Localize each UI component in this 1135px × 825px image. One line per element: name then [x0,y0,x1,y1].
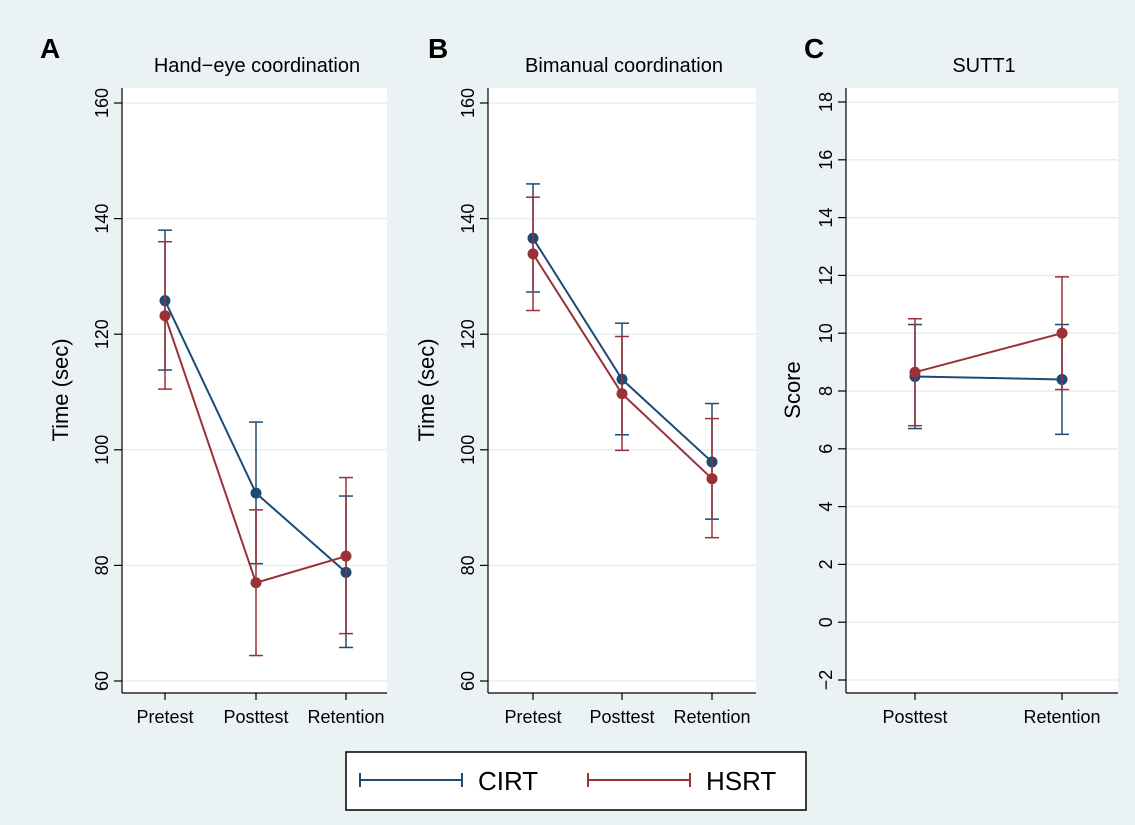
data-point-hsrt [706,473,718,485]
panel-a-ticks: 60 80 100 120 140 160 Pretest Posttest Retention [92,88,385,727]
legend-key-cirt [359,773,463,787]
y-tick-label: −2 [816,670,836,691]
panel-b-y-axis-title: Time (sec) [414,338,439,441]
y-tick-label: 100 [92,435,112,465]
y-tick-label: 80 [92,555,112,575]
data-point-hsrt [527,248,539,260]
panel-b-marks [526,183,719,539]
x-tick-label-pretest: Pretest [504,707,561,727]
y-tick-label: 0 [816,617,836,627]
y-tick-label: 10 [816,323,836,343]
y-tick-label: 18 [816,92,836,112]
data-point-hsrt [250,577,262,589]
panel-a-grid [122,102,387,682]
y-tick-label: 4 [816,502,836,512]
y-tick-label: 60 [92,671,112,691]
y-tick-label: 16 [816,150,836,170]
y-tick-label: 120 [92,319,112,349]
legend-key-hsrt [587,773,691,787]
y-tick-label: 6 [816,444,836,454]
series-line-hsrt [914,332,1063,374]
data-point-hsrt [340,550,352,562]
y-tick-label: 2 [816,559,836,569]
data-point-hsrt [909,366,921,378]
panel-b-letter: B [428,33,448,64]
x-tick-label-retention: Retention [1023,707,1100,727]
panel-c-grid [846,101,1118,681]
x-tick-label-pretest: Pretest [136,707,193,727]
series-line-cirt [914,375,1063,381]
panel-b-title: Bimanual coordination [525,55,723,77]
panel-a-plot-area [122,88,387,693]
data-point-cirt [250,487,262,499]
panel-a-title: Hand−eye coordination [154,55,360,77]
data-point-hsrt [159,310,171,322]
panel-b-grid [488,102,756,682]
panel-b: 60 80 100 120 140 160 Pretest Posttest Retention… [414,33,756,727]
y-tick-label: 100 [458,435,478,465]
y-tick-label: 140 [458,204,478,234]
legend: CIRT HSRT [345,751,807,811]
y-tick-label: 14 [816,208,836,228]
y-tick-label: 160 [92,88,112,118]
x-tick-label-retention: Retention [673,707,750,727]
x-tick-label-posttest: Posttest [589,707,654,727]
panel-a: 60 80 100 120 140 160 Pretest Posttest Retention… [40,33,387,727]
y-tick-label: 160 [458,88,478,118]
y-tick-label: 12 [816,265,836,285]
panel-c-title: SUTT1 [952,55,1015,77]
y-tick-label: 140 [92,204,112,234]
panel-c: −2 0 2 4 6 8 10 12 14 16 18 Posttest Retention C SUT… [780,33,1118,727]
panel-a-marks [158,229,353,657]
panel-c-marks [908,276,1069,436]
data-point-hsrt [1056,327,1068,339]
panel-b-ticks: 60 80 100 120 140 160 Pretest Posttest Retention [458,88,751,727]
x-tick-label-posttest: Posttest [882,707,947,727]
x-tick-label-posttest: Posttest [223,707,288,727]
panel-a-y-axis-title: Time (sec) [48,338,73,441]
panel-a-letter: A [40,33,60,64]
panel-c-letter: C [804,33,824,64]
x-tick-label-retention: Retention [307,707,384,727]
y-tick-label: 80 [458,555,478,575]
legend-label-hsrt: HSRT [706,766,776,796]
data-point-hsrt [616,388,628,400]
panel-c-ticks: −2 0 2 4 6 8 10 12 14 16 18 Posttest Retention [816,92,1101,727]
panel-c-y-axis-title: Score [780,361,805,418]
y-tick-label: 8 [816,386,836,396]
y-tick-label: 120 [458,319,478,349]
legend-label-cirt: CIRT [478,766,538,796]
y-tick-label: 60 [458,671,478,691]
panel-a-axes [121,88,387,694]
